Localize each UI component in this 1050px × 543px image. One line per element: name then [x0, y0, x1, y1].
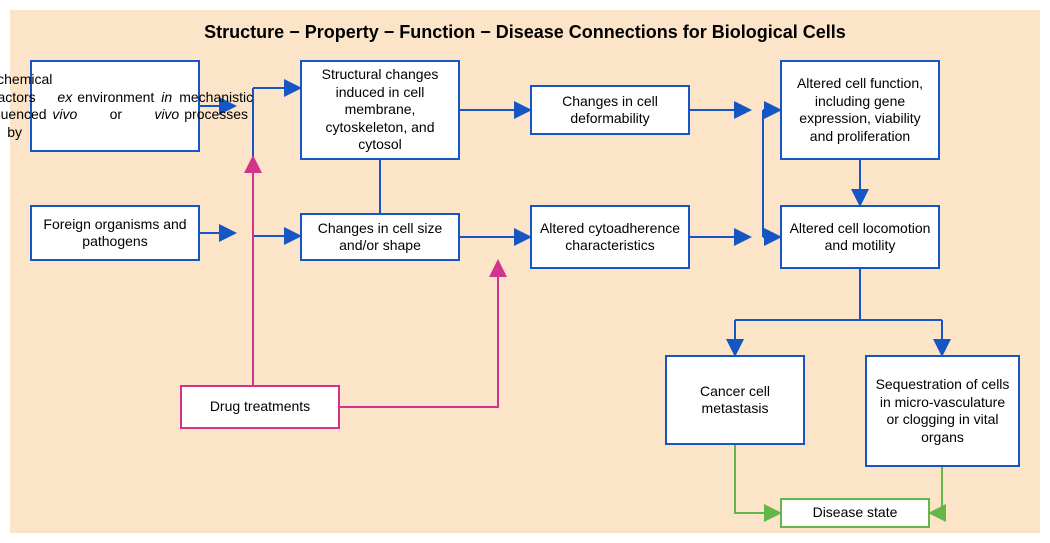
node-sizeshape: Changes in cell size and/or shape	[300, 213, 460, 261]
diagram-canvas: Structure − Property − Function − Diseas…	[10, 10, 1040, 533]
node-cytoadh: Altered cytoadherence characteristics	[530, 205, 690, 269]
node-drug: Drug treatments	[180, 385, 340, 429]
node-structchg: Structural changes induced in cell membr…	[300, 60, 460, 160]
node-altfunc: Altered cell function, including gene ex…	[780, 60, 940, 160]
node-foreign: Foreign organisms and pathogens	[30, 205, 200, 261]
edge-metast-to-disease	[735, 445, 780, 513]
node-disease: Disease state	[780, 498, 930, 528]
node-metast: Cancer cell metastasis	[665, 355, 805, 445]
node-deform: Changes in cell deformability	[530, 85, 690, 135]
node-biochem: Biochemical factors influenced byex vivo…	[30, 60, 200, 152]
edge-drug-right	[340, 261, 498, 407]
node-locomot: Altered cell locomotion and motility	[780, 205, 940, 269]
node-sequest: Sequestration of cells in micro-vasculat…	[865, 355, 1020, 467]
edge-sequest-to-disease	[930, 467, 942, 513]
diagram-title: Structure − Property − Function − Diseas…	[10, 22, 1040, 43]
